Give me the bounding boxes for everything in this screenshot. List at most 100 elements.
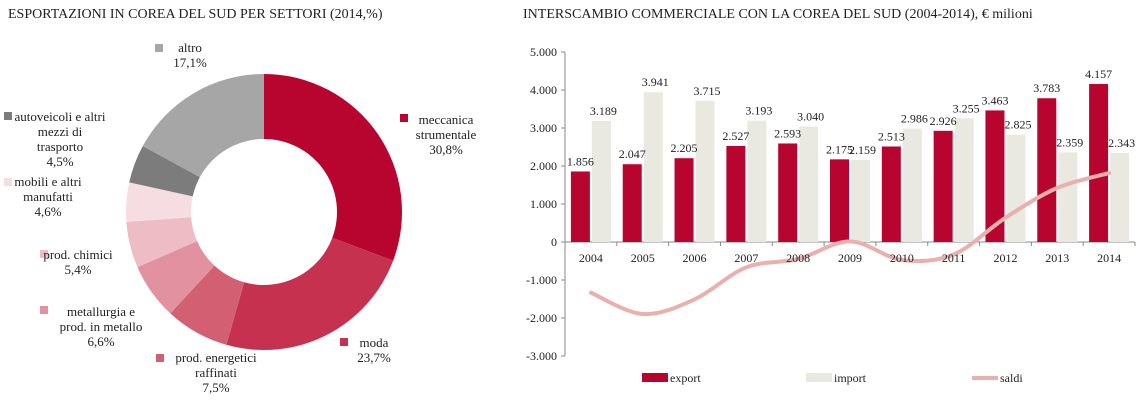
import-value-label: 2.825 (1004, 118, 1031, 132)
export-bar-2004 (570, 171, 590, 242)
legend-swatch-export (642, 373, 668, 382)
legend-label-saldi: saldi (1000, 371, 1023, 385)
slice-label-6: autoveicoli e altri (15, 109, 106, 124)
legend-label-import: import (834, 371, 867, 385)
export-bar-2011 (933, 130, 953, 242)
x-tick-label: 2004 (579, 251, 603, 265)
slice-value-7: 17,1% (173, 55, 207, 70)
donut-title: ESPORTAZIONI IN COREA DEL SUD PER SETTOR… (8, 7, 383, 22)
x-tick-label: 2010 (890, 251, 914, 265)
import-bar-2011 (954, 118, 974, 242)
x-tick-label: 2008 (786, 251, 810, 265)
donut-slice-3 (137, 241, 215, 314)
sectors-donut-chart: ESPORTAZIONI IN COREA DEL SUD PER SETTOR… (4, 7, 477, 395)
legend-swatch-import (806, 373, 832, 382)
import-value-label: 3.189 (590, 104, 617, 118)
slice-label-2: prod. energetici (175, 350, 257, 365)
y-tick-label: 0 (551, 235, 557, 249)
slice-value-5: 4,6% (34, 204, 61, 219)
slice-value-6: 4,5% (46, 154, 73, 169)
export-value-label: 2.175 (826, 142, 853, 156)
slice-value-0: 30,8% (429, 142, 463, 157)
import-bar-2004 (591, 120, 611, 242)
donut-slice-0 (264, 74, 402, 261)
export-bar-2014 (1089, 84, 1109, 242)
donut-slice-1 (226, 237, 394, 350)
export-value-label: 2.593 (774, 126, 801, 140)
slice-label-3: metallurgia e (67, 304, 135, 319)
x-axis-labels: 2004 2005 2006 2007 2008 2009 2010 2011 2012 2013… (579, 251, 1121, 265)
import-bar-2010 (902, 128, 922, 242)
y-tick-label: 3.000 (530, 121, 557, 135)
import-value-label: 2.986 (901, 112, 928, 126)
import-value-label: 3.941 (642, 75, 669, 89)
import-bar-2012 (1006, 134, 1026, 242)
donut-slice-7 (142, 74, 264, 178)
x-tick-label: 2007 (734, 251, 758, 265)
saldi-line-layer (588, 171, 1112, 316)
slice-label-6: trasporto (37, 139, 83, 154)
donut-slices (125, 74, 402, 350)
legend-marker-4 (40, 250, 48, 258)
import-bar-2009 (851, 159, 870, 242)
import-value-label: 3.193 (745, 104, 772, 118)
import-bar-2008 (799, 126, 819, 242)
export-value-label: 3.783 (1033, 81, 1060, 95)
legend-marker-7 (155, 44, 163, 52)
y-tick-label: -2.000 (526, 311, 557, 325)
y-tick-label: 4.000 (530, 83, 557, 97)
import-bar-2013 (1058, 152, 1078, 242)
donut-slice-4 (126, 217, 198, 268)
y-tick-label: -1.000 (526, 273, 557, 287)
slice-label-6: mezzi di (38, 124, 83, 139)
import-bar-2007 (747, 120, 767, 242)
slice-label-2: raffinati (195, 365, 237, 380)
saldi-line (588, 171, 1112, 316)
slice-label-5: manufatti (23, 189, 73, 204)
export-value-label: 2.527 (722, 129, 749, 143)
import-value-label: 2.359 (1056, 135, 1083, 149)
slice-value-2: 7,5% (202, 380, 229, 395)
import-value-label: 2.159 (849, 143, 876, 157)
y-tick-label: -3.000 (526, 349, 557, 363)
y-tick-label: 5.000 (530, 45, 557, 59)
slice-label-7: altro (178, 40, 202, 55)
slice-label-0: meccanica (419, 112, 474, 127)
y-tick-label: 2.000 (530, 159, 557, 173)
legend-marker-2 (156, 354, 164, 362)
export-bar-2006 (674, 158, 694, 242)
x-tick-label: 2006 (683, 251, 707, 265)
legend-marker-0 (400, 114, 408, 122)
legend-label-export: export (670, 371, 701, 385)
legend-marker-5 (4, 178, 12, 186)
legend-marker-6 (4, 112, 12, 120)
export-bar-2009 (830, 159, 849, 242)
x-tick-label: 2014 (1097, 251, 1121, 265)
x-tick-label: 2013 (1045, 251, 1069, 265)
x-tick-label: 2005 (631, 251, 655, 265)
donut-slice-2 (170, 265, 245, 345)
bar-chart-title: INTERSCAMBIO COMMERCIALE CON LA COREA DE… (523, 7, 1033, 22)
slice-label-0: strumentale (416, 127, 477, 142)
slice-label-4: prod. chimici (43, 247, 113, 262)
slice-label-1: moda (360, 335, 389, 350)
import-value-label: 3.715 (694, 84, 721, 98)
y-tick-label: 1.000 (530, 197, 557, 211)
legend-marker-1 (340, 338, 348, 346)
import-value-label: 2.343 (1108, 136, 1135, 150)
import-bar-2014 (1110, 152, 1130, 242)
bar-marks: 1.856 3.189 2.047 3.941 2.205 3.715 2.527 3.193… (567, 67, 1135, 242)
export-bar-2007 (726, 145, 746, 242)
export-bar-2005 (622, 164, 642, 242)
export-value-label: 3.463 (981, 93, 1008, 107)
import-value-label: 3.255 (953, 101, 980, 115)
export-value-label: 4.157 (1085, 67, 1112, 81)
donut-slice-5 (125, 182, 193, 222)
export-bar-2010 (881, 146, 901, 242)
x-tick-label: 2009 (838, 251, 862, 265)
export-value-label: 2.513 (878, 130, 905, 144)
export-value-label: 2.047 (619, 147, 646, 161)
slice-label-5: mobili e altri (14, 174, 82, 189)
import-bar-2005 (643, 92, 663, 242)
